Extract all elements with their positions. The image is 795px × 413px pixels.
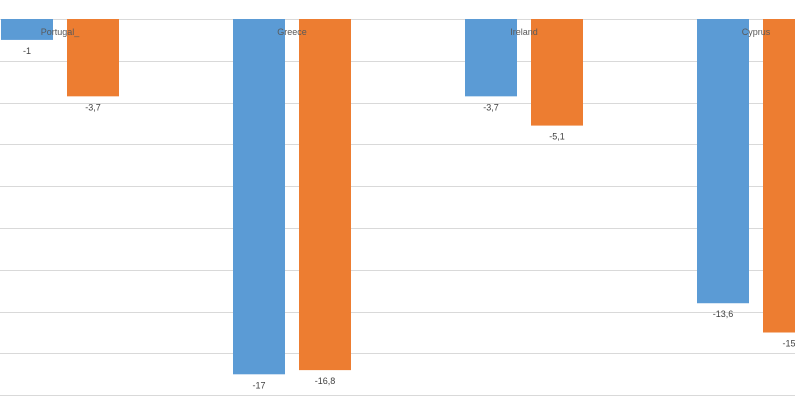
data-label: -1 xyxy=(23,46,31,56)
gridlines xyxy=(0,19,795,396)
bar-greece-series1 xyxy=(233,19,285,375)
data-label: -17 xyxy=(252,380,265,390)
data-label: -5,1 xyxy=(549,132,565,142)
category-label: Greece xyxy=(277,27,307,37)
data-label: -13,6 xyxy=(713,309,734,319)
bar-portugal-series1 xyxy=(1,19,53,40)
bar-portugal-series2 xyxy=(67,19,119,97)
bar-ireland-series1 xyxy=(465,19,517,97)
data-label: -16,8 xyxy=(315,376,336,386)
data-label: -3,7 xyxy=(85,102,101,112)
bar-greece-series2 xyxy=(299,19,351,371)
bars xyxy=(1,19,795,375)
data-label: -15 xyxy=(782,339,795,349)
labels: -1 -3,7 Portugal_ -17 -16,8 Greece -3,7 -5,1 Ire… xyxy=(23,27,795,390)
category-label: Cyprus xyxy=(742,27,771,37)
category-label: Ireland xyxy=(510,27,538,37)
bar-ireland-series2 xyxy=(531,19,583,126)
bar-cyprus-series1 xyxy=(697,19,749,304)
bar-cyprus-series2 xyxy=(763,19,795,333)
category-label: Portugal_ xyxy=(41,27,81,37)
data-label: -3,7 xyxy=(483,102,499,112)
